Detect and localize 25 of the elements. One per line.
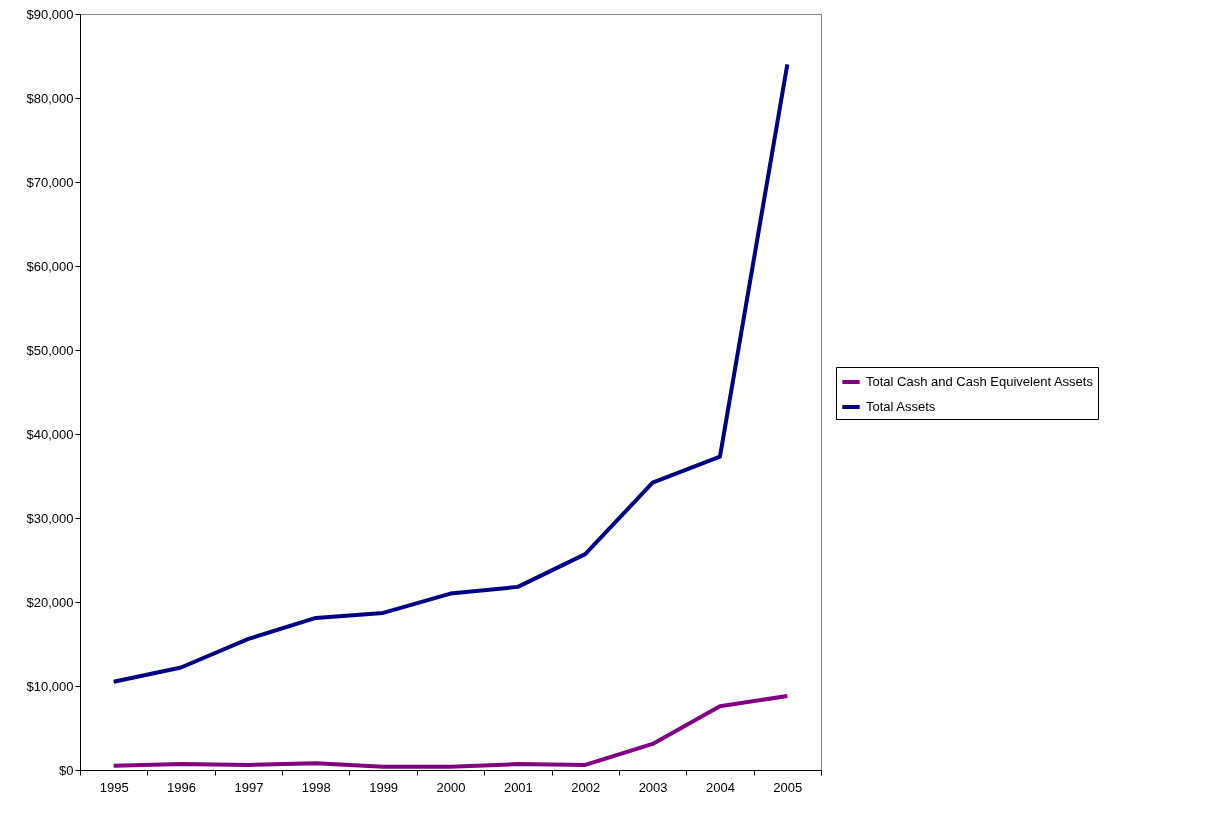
- x-tick-label: 1998: [301, 779, 331, 795]
- line-series: [111, 694, 790, 769]
- y-tick-label: $80,000: [26, 90, 74, 106]
- y-tick-label: $60,000: [26, 258, 74, 274]
- y-tick-label: $30,000: [26, 510, 74, 526]
- x-tick-label: 2001: [503, 779, 533, 795]
- legend-label: Total Cash and Cash Equivelent Assets: [866, 374, 1094, 389]
- x-tick-label: 2002: [571, 779, 601, 795]
- x-tick-label: 2003: [638, 779, 668, 795]
- legend-label: Total Assets: [866, 399, 936, 414]
- y-tick-label: $90,000: [26, 6, 74, 22]
- x-tick-label: 1996: [167, 779, 197, 795]
- x-tick-label: 1995: [99, 779, 129, 795]
- x-tick-label: 1999: [369, 779, 399, 795]
- line-series: [111, 62, 790, 684]
- x-tick-label: 1997: [234, 779, 264, 795]
- x-tick-label: 2000: [436, 779, 466, 795]
- x-tick-label: 2004: [705, 779, 735, 795]
- y-tick-label: $40,000: [26, 426, 74, 442]
- y-tick-label: $20,000: [26, 594, 74, 610]
- y-tick-label: $50,000: [26, 342, 74, 358]
- y-tick-label: $0: [59, 762, 74, 778]
- y-tick-label: $70,000: [26, 174, 74, 190]
- y-tick-label: $10,000: [26, 678, 74, 694]
- x-tick-label: 2005: [773, 779, 803, 795]
